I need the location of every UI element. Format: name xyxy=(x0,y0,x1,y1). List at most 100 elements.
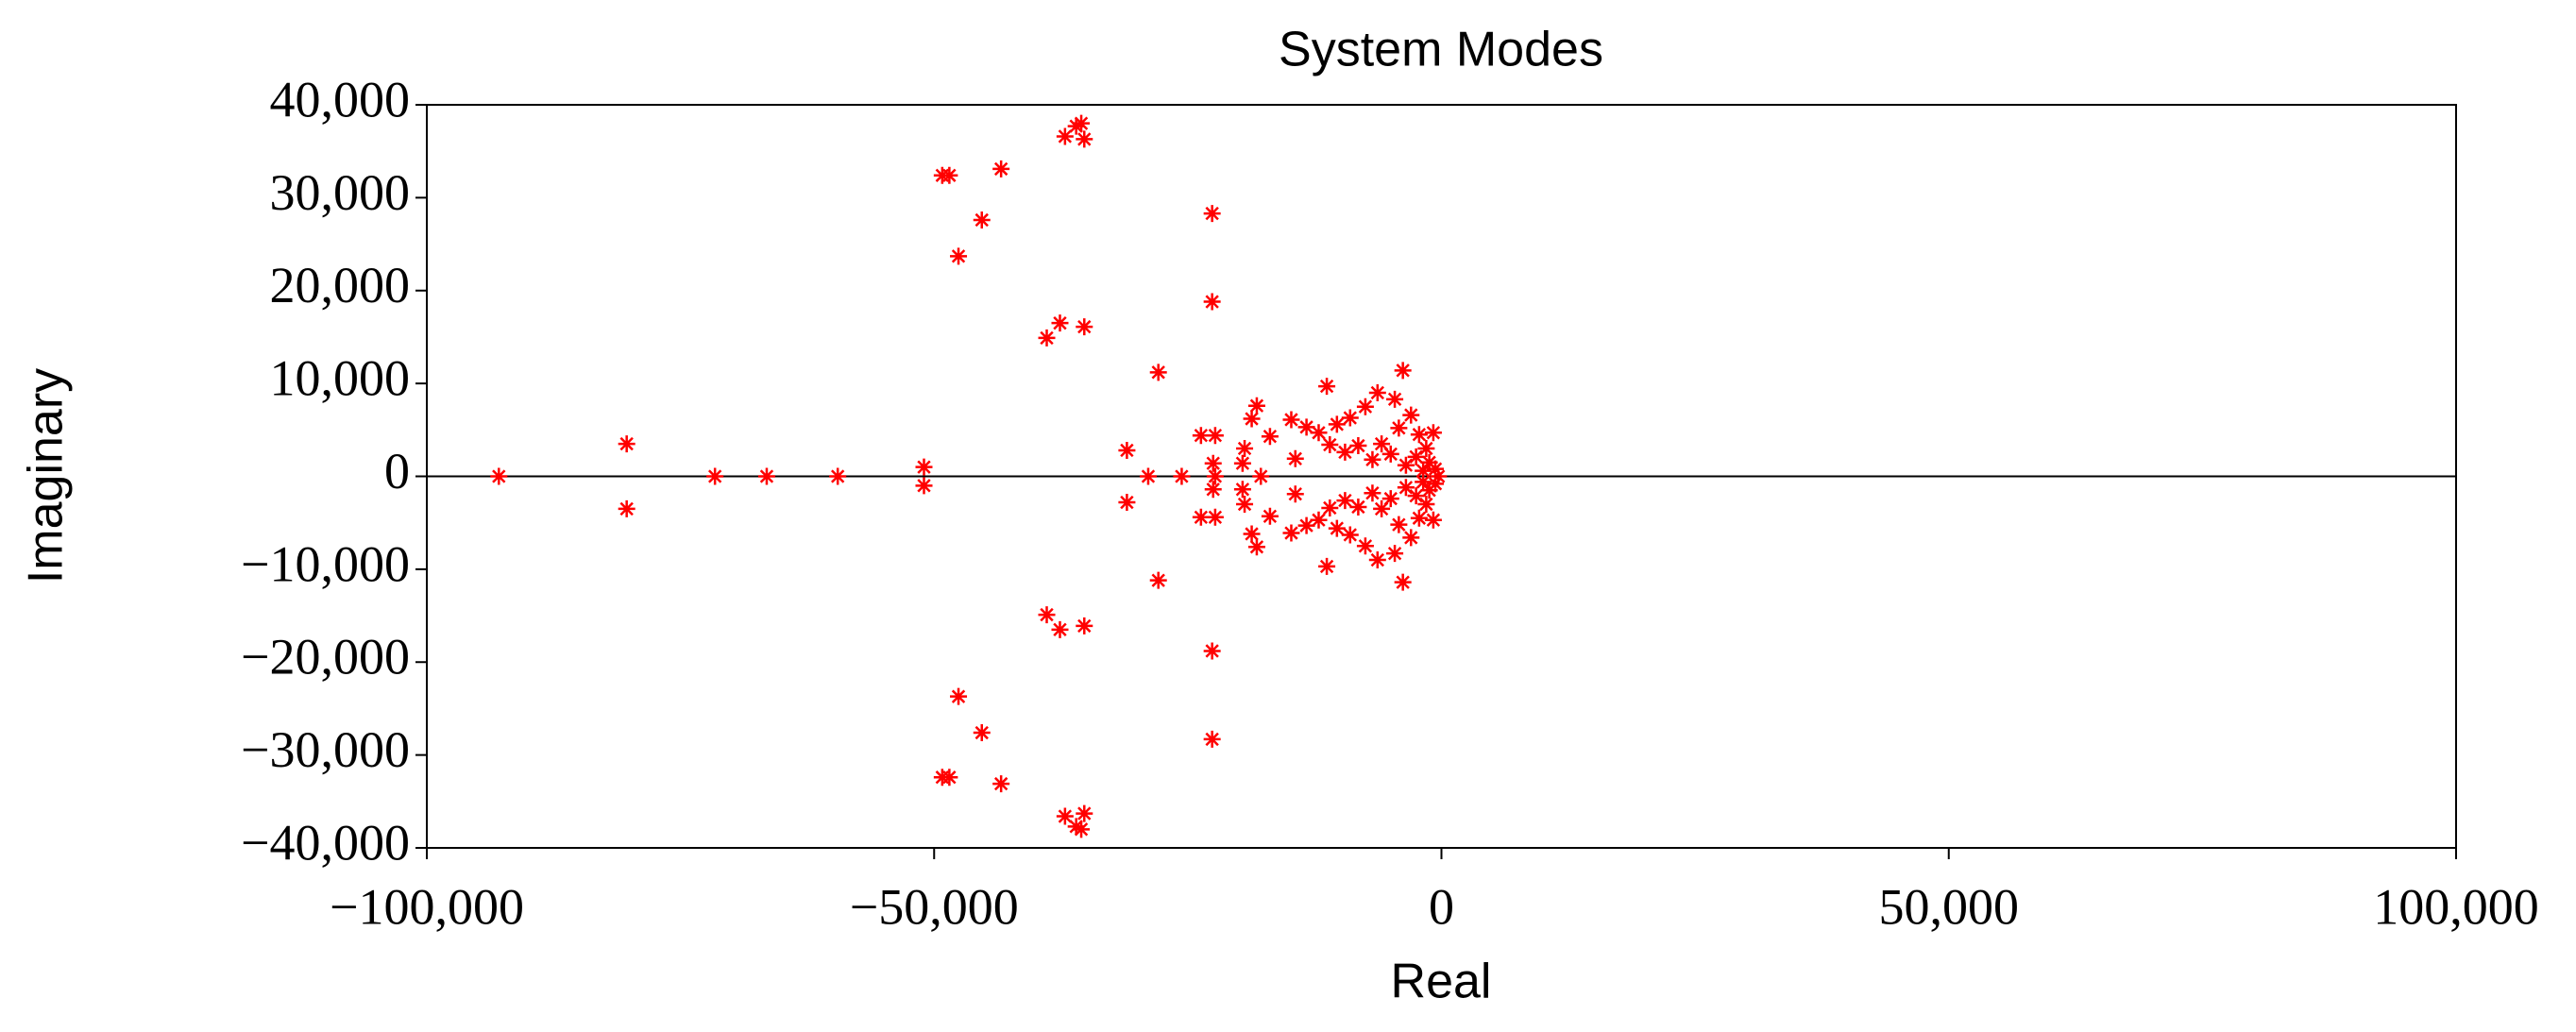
y-tick-label: −30,000 xyxy=(241,721,410,778)
data-point xyxy=(992,775,1010,793)
data-point xyxy=(1282,411,1300,429)
data-point xyxy=(941,166,958,184)
data-point xyxy=(1297,516,1315,534)
data-point xyxy=(1076,804,1093,822)
data-point xyxy=(950,687,968,705)
data-point xyxy=(1051,314,1069,332)
data-point xyxy=(1407,487,1425,505)
data-point xyxy=(1402,406,1420,424)
data-point xyxy=(1390,419,1408,437)
data-point xyxy=(1173,467,1191,485)
y-tick-label: −40,000 xyxy=(241,814,410,871)
y-tick-label: 40,000 xyxy=(270,71,411,127)
data-point xyxy=(1328,519,1346,537)
data-point xyxy=(1415,462,1432,480)
data-point xyxy=(1076,318,1093,336)
data-point xyxy=(1373,499,1391,517)
data-point xyxy=(1038,606,1056,624)
data-point xyxy=(1204,481,1222,499)
data-point xyxy=(1356,398,1374,415)
data-point xyxy=(1402,529,1420,547)
y-tick-label: 20,000 xyxy=(270,257,411,313)
data-point xyxy=(1243,410,1261,428)
data-point xyxy=(1203,293,1221,311)
data-point xyxy=(1261,507,1279,525)
data-point xyxy=(1386,390,1404,408)
data-point xyxy=(1233,454,1251,472)
data-point xyxy=(1368,551,1386,569)
data-point xyxy=(1420,453,1438,471)
data-point xyxy=(1341,526,1359,544)
data-point xyxy=(1407,448,1425,465)
data-point xyxy=(1286,485,1304,503)
data-point xyxy=(1349,437,1367,455)
data-point xyxy=(1203,730,1221,748)
data-point xyxy=(1417,496,1435,514)
data-point xyxy=(1192,508,1210,526)
data-point xyxy=(1394,573,1412,591)
data-point xyxy=(1368,383,1386,401)
data-point xyxy=(1430,467,1448,485)
data-point xyxy=(1336,443,1354,461)
x-tick-label: −50,000 xyxy=(850,878,1019,935)
data-point xyxy=(1310,424,1328,442)
data-point xyxy=(915,477,933,495)
data-point xyxy=(1420,482,1438,499)
data-point xyxy=(618,435,636,453)
data-point xyxy=(1318,557,1336,575)
data-point xyxy=(829,467,847,485)
data-point xyxy=(973,211,991,228)
y-tick-label: 30,000 xyxy=(270,164,411,221)
data-point xyxy=(490,467,508,485)
data-point xyxy=(1328,415,1346,433)
data-point xyxy=(1067,117,1085,135)
data-point xyxy=(1038,329,1056,347)
data-point xyxy=(1076,130,1093,148)
x-tick-label: 100,000 xyxy=(2373,878,2539,935)
data-point xyxy=(706,467,724,485)
data-point xyxy=(1356,537,1374,555)
data-point xyxy=(1364,450,1381,468)
data-point xyxy=(915,458,933,476)
data-point xyxy=(973,724,991,742)
data-point xyxy=(1203,205,1221,223)
data-point xyxy=(1118,494,1136,512)
data-point xyxy=(1286,449,1304,467)
data-point xyxy=(1243,525,1261,543)
data-point xyxy=(1397,479,1415,497)
data-point xyxy=(1149,364,1167,381)
data-point xyxy=(1067,818,1085,836)
data-point xyxy=(1415,473,1432,491)
x-tick-label: −100,000 xyxy=(330,878,524,935)
data-point xyxy=(1204,454,1222,472)
data-point xyxy=(1394,362,1412,380)
data-point xyxy=(1206,467,1224,485)
data-point xyxy=(1056,807,1074,825)
data-point xyxy=(1236,496,1254,514)
data-point xyxy=(1386,545,1404,563)
data-point xyxy=(1073,114,1091,132)
data-point xyxy=(1076,617,1093,634)
x-axis-label: Real xyxy=(1391,955,1492,1009)
data-point xyxy=(1051,620,1069,638)
data-point xyxy=(941,769,958,787)
data-point xyxy=(1118,441,1136,459)
data-point xyxy=(618,499,636,517)
data-point xyxy=(1247,538,1265,556)
data-point xyxy=(1427,460,1445,478)
data-point xyxy=(1206,508,1224,526)
data-point xyxy=(1397,456,1415,474)
data-point xyxy=(992,160,1010,178)
data-point xyxy=(1297,418,1315,436)
data-point xyxy=(1381,490,1399,508)
x-tick-label: 0 xyxy=(1429,878,1454,935)
data-point xyxy=(1318,378,1336,396)
data-point xyxy=(1149,571,1167,589)
data-point xyxy=(1233,481,1251,499)
data-point xyxy=(1321,436,1339,454)
data-point xyxy=(1310,511,1328,529)
data-point xyxy=(1073,821,1091,838)
data-point xyxy=(1203,642,1221,660)
data-point xyxy=(1261,428,1279,446)
